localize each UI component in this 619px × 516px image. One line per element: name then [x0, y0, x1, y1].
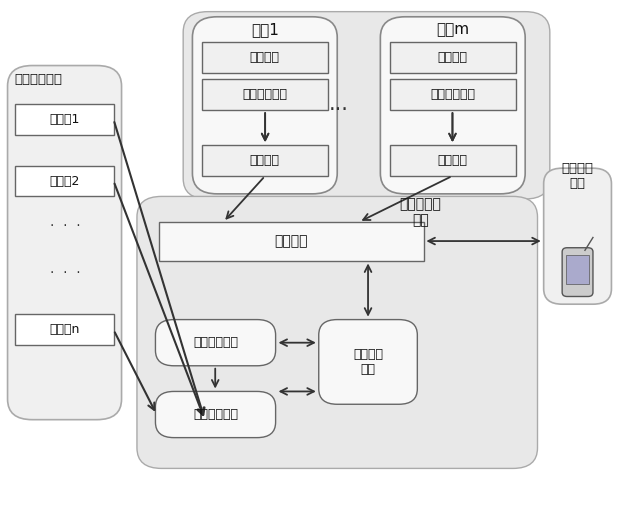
FancyBboxPatch shape: [202, 79, 328, 110]
FancyBboxPatch shape: [7, 66, 121, 420]
Text: 车辆m: 车辆m: [436, 22, 469, 37]
Text: 摄像机1: 摄像机1: [49, 113, 79, 126]
FancyBboxPatch shape: [566, 255, 589, 284]
FancyBboxPatch shape: [562, 248, 593, 297]
FancyBboxPatch shape: [158, 222, 423, 261]
FancyBboxPatch shape: [155, 392, 275, 438]
Text: 车辆控制模块: 车辆控制模块: [430, 88, 475, 101]
Text: 摄像机n: 摄像机n: [49, 324, 79, 336]
FancyBboxPatch shape: [15, 314, 113, 345]
Text: ·  ·  ·: · · ·: [50, 219, 80, 233]
Text: 用户移动
终端: 用户移动 终端: [561, 162, 594, 190]
FancyBboxPatch shape: [15, 166, 113, 197]
FancyBboxPatch shape: [389, 145, 516, 176]
Text: 车辆控制模块: 车辆控制模块: [242, 88, 287, 101]
Text: 通信模块: 通信模块: [438, 154, 468, 167]
Text: 数据管理
模块: 数据管理 模块: [353, 348, 383, 376]
Text: 通信模块: 通信模块: [250, 154, 280, 167]
FancyBboxPatch shape: [389, 79, 516, 110]
FancyBboxPatch shape: [380, 17, 525, 194]
Text: ·  ·  ·: · · ·: [50, 266, 80, 280]
FancyBboxPatch shape: [155, 319, 275, 366]
Text: 车辆跟踪模块: 车辆跟踪模块: [193, 408, 238, 421]
FancyBboxPatch shape: [193, 17, 337, 194]
Text: ...: ...: [329, 94, 349, 114]
FancyBboxPatch shape: [202, 42, 328, 73]
Text: 停车场服务
中心: 停车场服务 中心: [399, 197, 441, 227]
Text: 通信模块: 通信模块: [274, 234, 308, 248]
Text: 车辆1: 车辆1: [251, 22, 279, 37]
Text: 车载设备: 车载设备: [250, 52, 280, 64]
Text: 视觉传感器组: 视觉传感器组: [14, 73, 63, 86]
FancyBboxPatch shape: [543, 168, 612, 304]
Text: 摄像机2: 摄像机2: [49, 174, 79, 187]
Text: 路径规划模块: 路径规划模块: [193, 336, 238, 349]
FancyBboxPatch shape: [389, 42, 516, 73]
FancyBboxPatch shape: [202, 145, 328, 176]
FancyBboxPatch shape: [183, 12, 550, 199]
FancyBboxPatch shape: [15, 104, 113, 135]
Text: 车载设备: 车载设备: [438, 52, 468, 64]
FancyBboxPatch shape: [319, 319, 417, 404]
FancyBboxPatch shape: [137, 197, 537, 469]
